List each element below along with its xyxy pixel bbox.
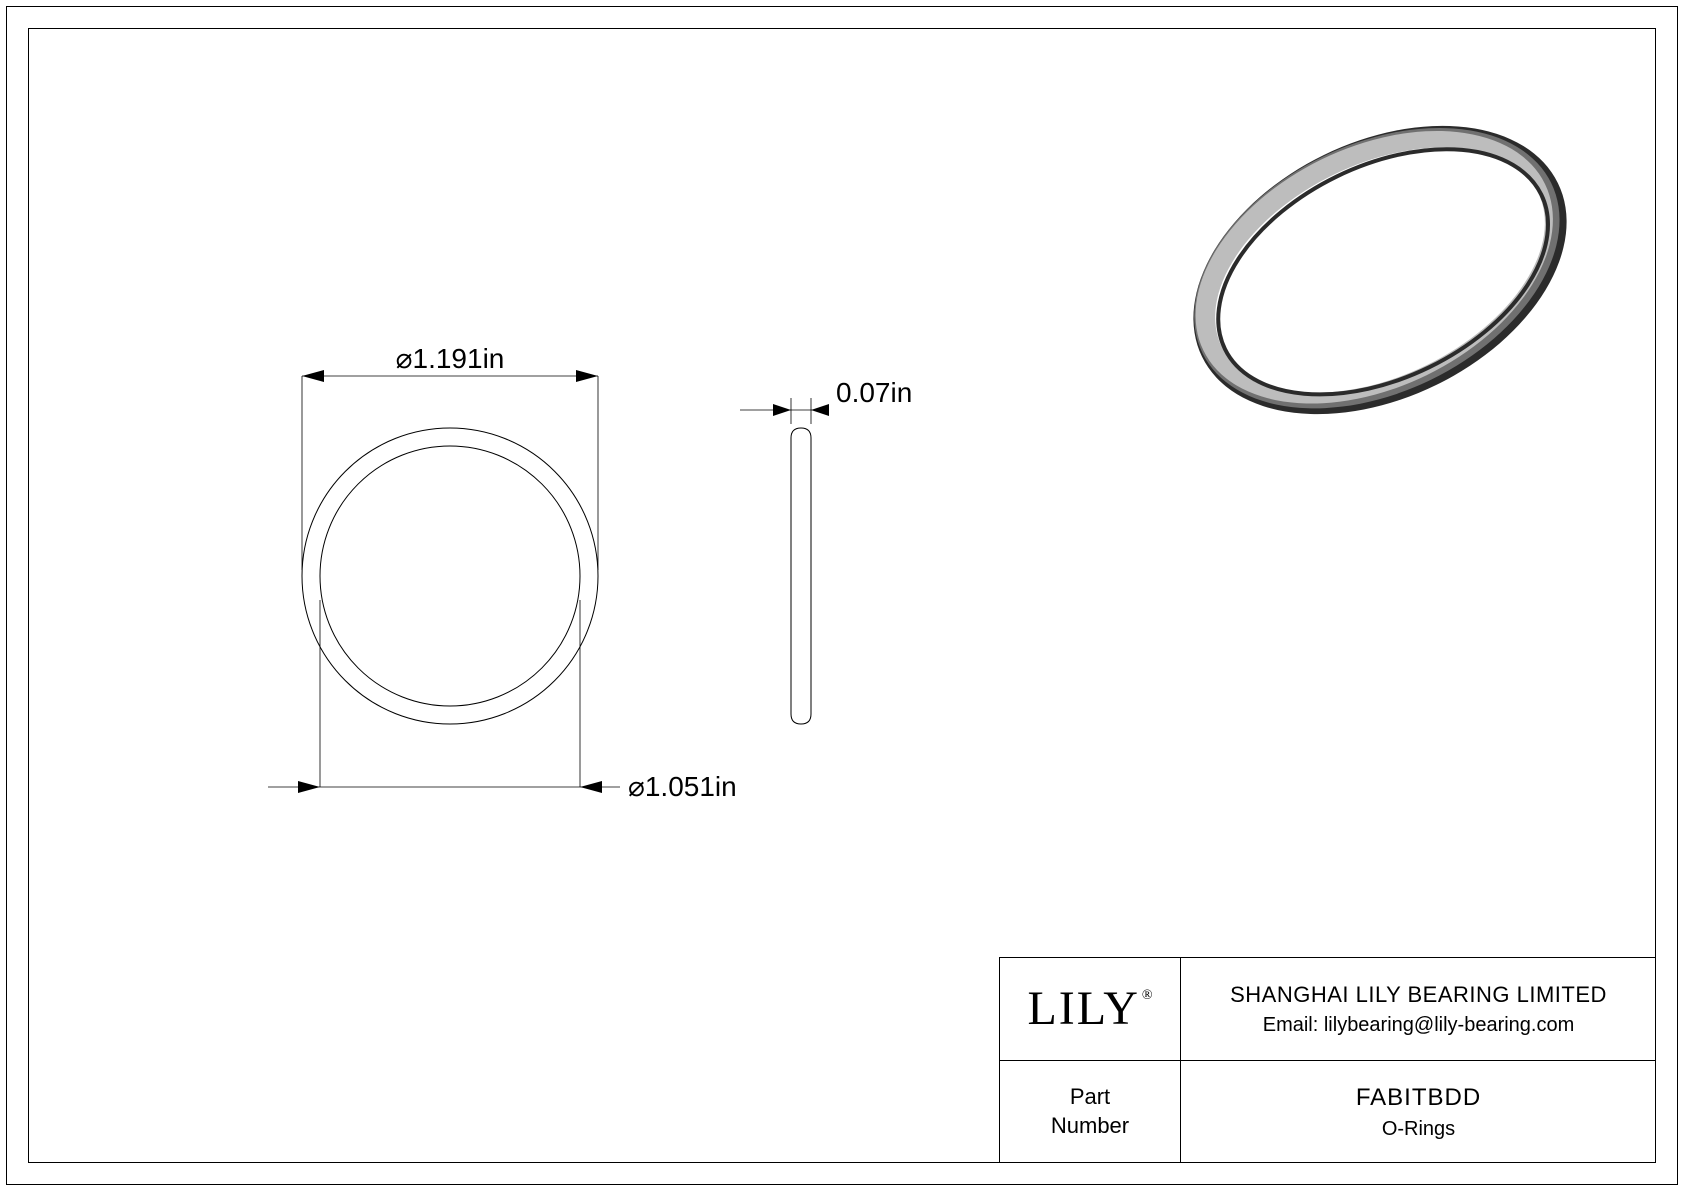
title-block-row-top: LILY® SHANGHAI LILY BEARING LIMITED Emai… (1000, 958, 1656, 1060)
company-email: Email: lilybearing@lily-bearing.com (1263, 1014, 1575, 1037)
dim-label-section: 0.07in (836, 377, 912, 408)
arrowhead-right-outer (576, 370, 598, 382)
arrowhead-right-inner (580, 781, 602, 793)
front-ring-view: ⌀1.191in ⌀1.051in (268, 343, 737, 802)
arrowhead-left-inner (298, 781, 320, 793)
part-number-label: Part Number (1051, 1083, 1129, 1140)
dim-label-outer-dia: ⌀1.191in (396, 343, 505, 374)
logo-cell: LILY® (1000, 958, 1180, 1060)
logo-word: LILY (1027, 982, 1139, 1035)
part-description: O-Rings (1382, 1118, 1455, 1141)
logo-text: LILY® (1027, 985, 1152, 1033)
side-profile-outline (791, 428, 811, 724)
company-name: SHANGHAI LILY BEARING LIMITED (1230, 982, 1607, 1008)
company-info-cell: SHANGHAI LILY BEARING LIMITED Email: lil… (1180, 958, 1656, 1060)
drawing-sheet: ⌀1.191in ⌀1.051in 0.07in (0, 0, 1684, 1191)
title-block: LILY® SHANGHAI LILY BEARING LIMITED Emai… (999, 957, 1656, 1163)
part-number: FABITBDD (1356, 1084, 1481, 1112)
arrowhead-section-right (811, 404, 829, 416)
ring-outer-circle (302, 428, 598, 724)
title-block-row-bottom: Part Number FABITBDD O-Rings (1000, 1060, 1656, 1163)
side-profile-view: 0.07in (740, 377, 912, 724)
part-label-line2: Number (1051, 1113, 1129, 1138)
arrowhead-section-left (773, 404, 791, 416)
arrowhead-left-outer (302, 370, 324, 382)
registered-icon: ® (1142, 988, 1155, 1003)
part-number-value-cell: FABITBDD O-Rings (1180, 1061, 1656, 1163)
part-number-label-cell: Part Number (1000, 1061, 1180, 1163)
part-label-line1: Part (1070, 1084, 1110, 1109)
ring-inner-circle (320, 446, 580, 706)
iso-ring-view (1146, 68, 1614, 472)
dim-label-inner-dia: ⌀1.051in (628, 771, 737, 802)
